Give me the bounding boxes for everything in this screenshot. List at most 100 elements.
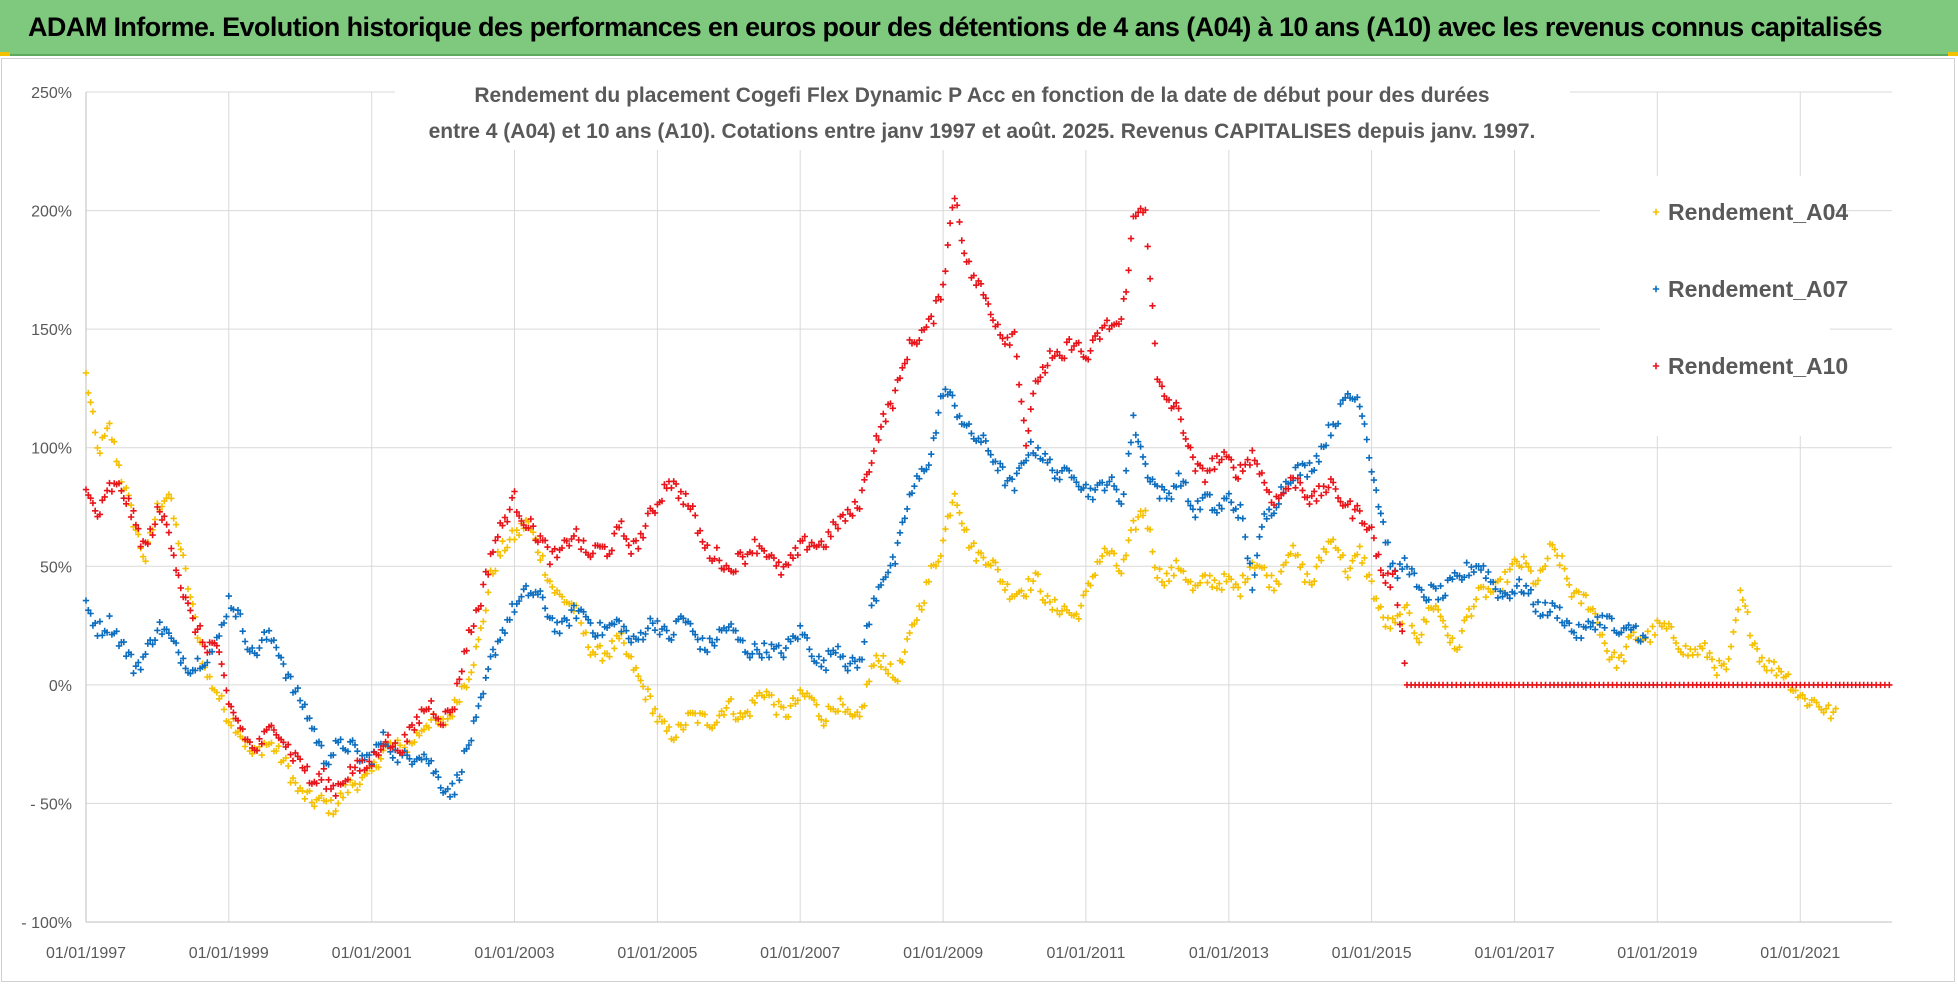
data-point [1513, 558, 1521, 565]
data-point [349, 737, 356, 744]
data-point [1361, 554, 1368, 562]
data-point [553, 587, 561, 594]
data-point [1480, 583, 1487, 591]
data-point [1301, 462, 1308, 469]
data-point [1587, 623, 1594, 630]
data-point [1756, 658, 1763, 665]
data-point [942, 525, 949, 533]
data-point [296, 697, 304, 704]
data-point [1534, 577, 1542, 584]
data-point [580, 537, 587, 544]
data-point [1037, 588, 1044, 595]
data-point [1642, 634, 1649, 641]
data-point [1322, 489, 1330, 496]
data-point [987, 562, 994, 569]
data-point [1589, 619, 1597, 626]
data-point [1209, 583, 1216, 591]
data-point [658, 497, 666, 505]
data-point [1251, 571, 1258, 579]
data-point [1189, 454, 1197, 461]
data-point [246, 648, 253, 655]
data-point [156, 508, 163, 515]
data-point [739, 713, 746, 721]
data-point [1039, 364, 1046, 371]
data-point [782, 644, 790, 652]
data-point [1066, 467, 1073, 474]
data-point [1327, 432, 1335, 439]
data-point [699, 538, 706, 545]
data-point [537, 532, 544, 540]
data-point [1139, 512, 1147, 519]
data-point [218, 660, 225, 668]
data-point [1165, 490, 1173, 497]
y-tick-label: 50% [40, 559, 72, 576]
data-point [1680, 651, 1687, 658]
data-point [1199, 494, 1206, 502]
data-point [1253, 552, 1261, 559]
data-point [568, 606, 575, 614]
data-point [1294, 475, 1301, 482]
data-point [501, 629, 509, 637]
data-point [518, 517, 525, 525]
data-point [456, 698, 463, 705]
data-point [551, 628, 558, 635]
data-point [1230, 464, 1237, 471]
data-point [813, 659, 820, 667]
data-point [1256, 533, 1263, 540]
legend-label: Rendement_A04 [1668, 199, 1848, 225]
data-point [1132, 213, 1139, 220]
data-point [1594, 613, 1601, 621]
data-point [101, 493, 108, 501]
data-point [87, 495, 94, 502]
data-point [504, 518, 511, 525]
data-point [1708, 656, 1716, 663]
data-point [375, 751, 382, 759]
data-point [734, 716, 742, 723]
data-point [1366, 571, 1373, 578]
data-point [1356, 403, 1363, 410]
data-point [1330, 479, 1337, 486]
data-point [1025, 451, 1032, 459]
data-point [168, 545, 175, 552]
data-point [142, 651, 149, 658]
data-point [999, 335, 1006, 342]
data-point [1311, 578, 1318, 585]
data-point [1232, 581, 1239, 588]
data-point [751, 640, 758, 648]
data-point [120, 638, 127, 646]
data-point [366, 751, 373, 759]
data-point [103, 487, 111, 494]
data-point [163, 626, 170, 633]
data-point [1168, 564, 1175, 571]
data-point [1753, 645, 1761, 653]
data-point [172, 639, 180, 647]
data-point [1801, 695, 1809, 702]
data-point [1106, 478, 1113, 485]
data-point [866, 678, 873, 685]
data-point [858, 487, 866, 494]
data-point [765, 654, 773, 661]
data-point [741, 560, 749, 567]
data-point [539, 594, 546, 601]
data-point [287, 673, 294, 680]
data-point [889, 405, 896, 412]
data-point [1242, 533, 1249, 541]
data-point [163, 521, 170, 528]
data-point [1232, 505, 1239, 513]
data-point [999, 463, 1006, 471]
data-point [396, 742, 404, 749]
data-point [151, 521, 159, 528]
data-point [1103, 317, 1111, 324]
data-point [501, 514, 509, 521]
data-point [587, 619, 594, 627]
data-point [1449, 576, 1456, 583]
data-point [1578, 600, 1585, 607]
data-point [637, 677, 644, 684]
data-point [1396, 611, 1404, 618]
data-point [132, 663, 140, 670]
data-point [256, 644, 263, 652]
data-point [746, 712, 754, 720]
data-point [1244, 555, 1251, 562]
data-point [349, 770, 356, 777]
data-point [1575, 621, 1582, 628]
